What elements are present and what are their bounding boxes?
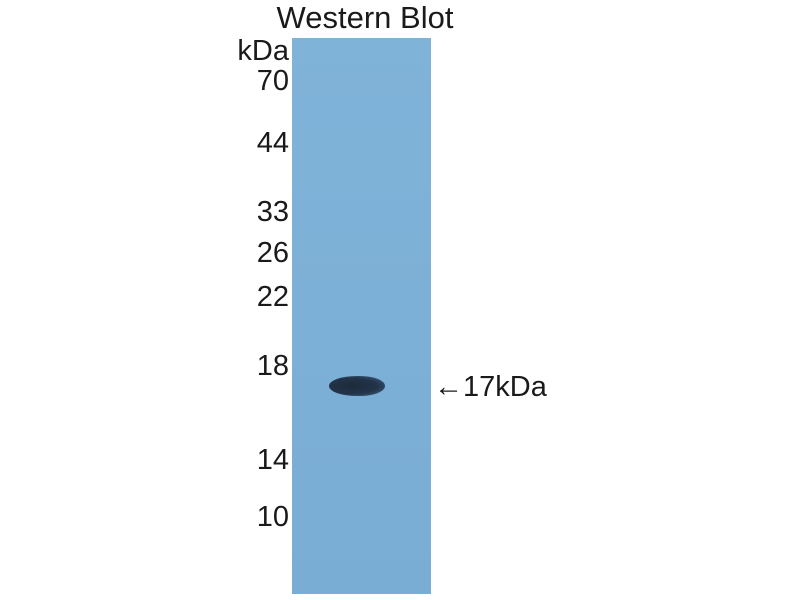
band-size-label: 17kDa bbox=[463, 371, 547, 403]
marker-22: 22 bbox=[256, 281, 289, 313]
unit-label: kDa bbox=[237, 35, 289, 67]
marker-44: 44 bbox=[256, 127, 289, 159]
blot-lane bbox=[292, 38, 431, 594]
marker-33: 33 bbox=[256, 196, 289, 228]
marker-70: 70 bbox=[256, 65, 289, 97]
marker-26: 26 bbox=[256, 237, 289, 269]
protein-band bbox=[329, 376, 385, 396]
arrow-left-icon: ← bbox=[434, 371, 463, 403]
marker-18: 18 bbox=[256, 350, 289, 382]
band-annotation: ←17kDa bbox=[434, 371, 547, 403]
figure-title: Western Blot bbox=[276, 0, 454, 35]
marker-10: 10 bbox=[256, 501, 289, 533]
marker-14: 14 bbox=[256, 444, 289, 476]
